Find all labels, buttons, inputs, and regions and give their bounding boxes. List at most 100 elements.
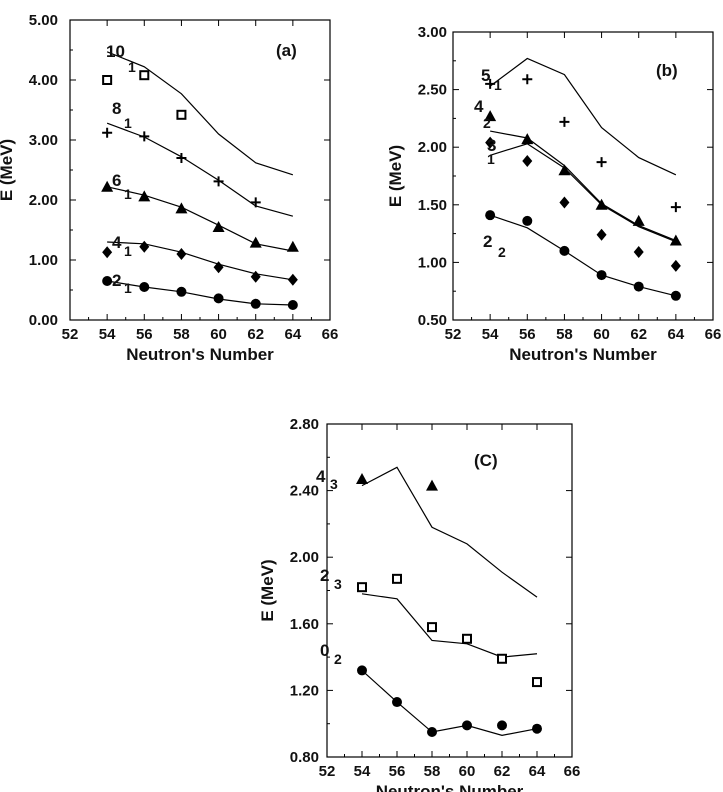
- x-tick-label: 56: [519, 326, 536, 343]
- state-label: 2: [483, 232, 492, 251]
- state-subscript: 2: [498, 244, 506, 260]
- data-point: [596, 228, 607, 241]
- data-point: [212, 221, 225, 232]
- data-point: [175, 202, 188, 214]
- x-tick-label: 56: [136, 326, 153, 343]
- series-line: [107, 280, 293, 306]
- series-line: [106, 51, 294, 176]
- y-tick-label: 1.50: [418, 197, 447, 214]
- state-label: 4: [474, 97, 484, 116]
- series-4-2: 42: [474, 97, 682, 246]
- state-subscript: 1: [124, 243, 132, 259]
- series-8-1: 81: [102, 99, 294, 217]
- y-tick-label: 2.50: [418, 82, 447, 99]
- data-point: [250, 197, 261, 208]
- x-tick-label: 66: [322, 326, 339, 343]
- series-line: [490, 130, 677, 242]
- data-point: [497, 720, 507, 731]
- x-tick-label: 56: [389, 763, 406, 780]
- data-point: [139, 282, 150, 292]
- data-point: [670, 202, 681, 213]
- chart-c: 52 54 56 58 60 62 64 66 0.80 1.20 1.60 2.00 2.40 2.80…: [258, 416, 580, 792]
- x-tick-label: 60: [593, 326, 610, 343]
- data-point: [176, 248, 187, 260]
- y-tick-label: 0.80: [290, 749, 319, 766]
- data-point: [485, 210, 496, 221]
- series-line: [107, 241, 293, 281]
- data-point: [250, 270, 261, 283]
- chart-a: 52 54 56 58 60 62 64 660.001.002.003.004.005.00…: [0, 12, 338, 364]
- x-axis-label: Neutron's Number: [509, 345, 657, 364]
- state-subscript: 1: [124, 186, 132, 202]
- series-6-1: 61: [101, 171, 299, 252]
- x-tick-label: 62: [494, 763, 511, 780]
- x-tick-label: 54: [354, 763, 371, 780]
- data-point: [670, 259, 681, 272]
- y-tick-label: 2.00: [29, 192, 58, 209]
- data-point: [559, 196, 570, 209]
- x-tick-label: 58: [173, 326, 190, 343]
- y-tick-label: 3.00: [418, 24, 447, 41]
- y-tick-label: 0.50: [418, 312, 447, 329]
- state-label: 10: [106, 42, 125, 61]
- data-point: [633, 246, 644, 259]
- y-tick-label: 1.20: [290, 682, 319, 699]
- data-point: [176, 153, 187, 163]
- data-point: [632, 214, 645, 226]
- data-point: [101, 180, 114, 192]
- data-point: [522, 74, 533, 85]
- y-tick-label: 4.00: [29, 72, 58, 89]
- x-axis-label: Neutron's Number: [376, 782, 524, 792]
- plot-frame: [69, 19, 331, 321]
- series-line: [107, 186, 293, 252]
- y-tick-label: 5.00: [29, 12, 58, 29]
- data-point: [287, 273, 298, 286]
- data-point: [485, 78, 496, 89]
- x-tick-label: 64: [668, 326, 685, 343]
- state-label: 0: [320, 641, 329, 660]
- state-label: 4: [316, 467, 326, 486]
- state-subscript: 1: [124, 115, 132, 131]
- x-tick-label: 64: [285, 326, 302, 343]
- x-tick-label: 58: [424, 763, 441, 780]
- chart-b: 52 54 56 58 60 62 64 660.501.001.502.002.503.00…: [386, 24, 721, 364]
- data-point: [532, 677, 542, 688]
- state-subscript: 2: [483, 115, 491, 131]
- state-label: 4: [112, 233, 122, 252]
- data-point: [357, 665, 367, 676]
- y-tick-label: 2.00: [418, 139, 447, 156]
- data-point: [357, 582, 367, 593]
- series-2-2: 22: [483, 210, 681, 301]
- data-point: [669, 234, 682, 246]
- data-point: [462, 633, 472, 644]
- series-line: [361, 593, 538, 658]
- data-point: [484, 110, 497, 122]
- data-point: [522, 155, 533, 168]
- data-point: [213, 293, 224, 304]
- x-tick-label: 60: [459, 763, 476, 780]
- x-tick-label: 58: [556, 326, 573, 343]
- state-subscript: 3: [334, 576, 342, 592]
- x-tick-label: 62: [630, 326, 647, 343]
- data-point: [102, 246, 113, 259]
- data-point: [427, 727, 437, 738]
- x-tick-label: 54: [482, 326, 499, 343]
- state-label: 6: [112, 171, 121, 190]
- series-line: [489, 214, 677, 297]
- y-tick-label: 1.00: [418, 254, 447, 271]
- data-point: [139, 240, 150, 253]
- state-label: 2: [112, 271, 121, 290]
- state-label: 8: [112, 99, 121, 118]
- y-tick-label: 1.00: [29, 252, 58, 269]
- x-tick-label: 52: [62, 326, 79, 343]
- data-point: [522, 215, 533, 226]
- data-point: [559, 116, 570, 127]
- data-point: [633, 281, 644, 292]
- state-subscript: 1: [128, 59, 136, 75]
- series-line: [361, 466, 538, 598]
- data-point: [595, 198, 608, 210]
- data-point: [559, 245, 570, 256]
